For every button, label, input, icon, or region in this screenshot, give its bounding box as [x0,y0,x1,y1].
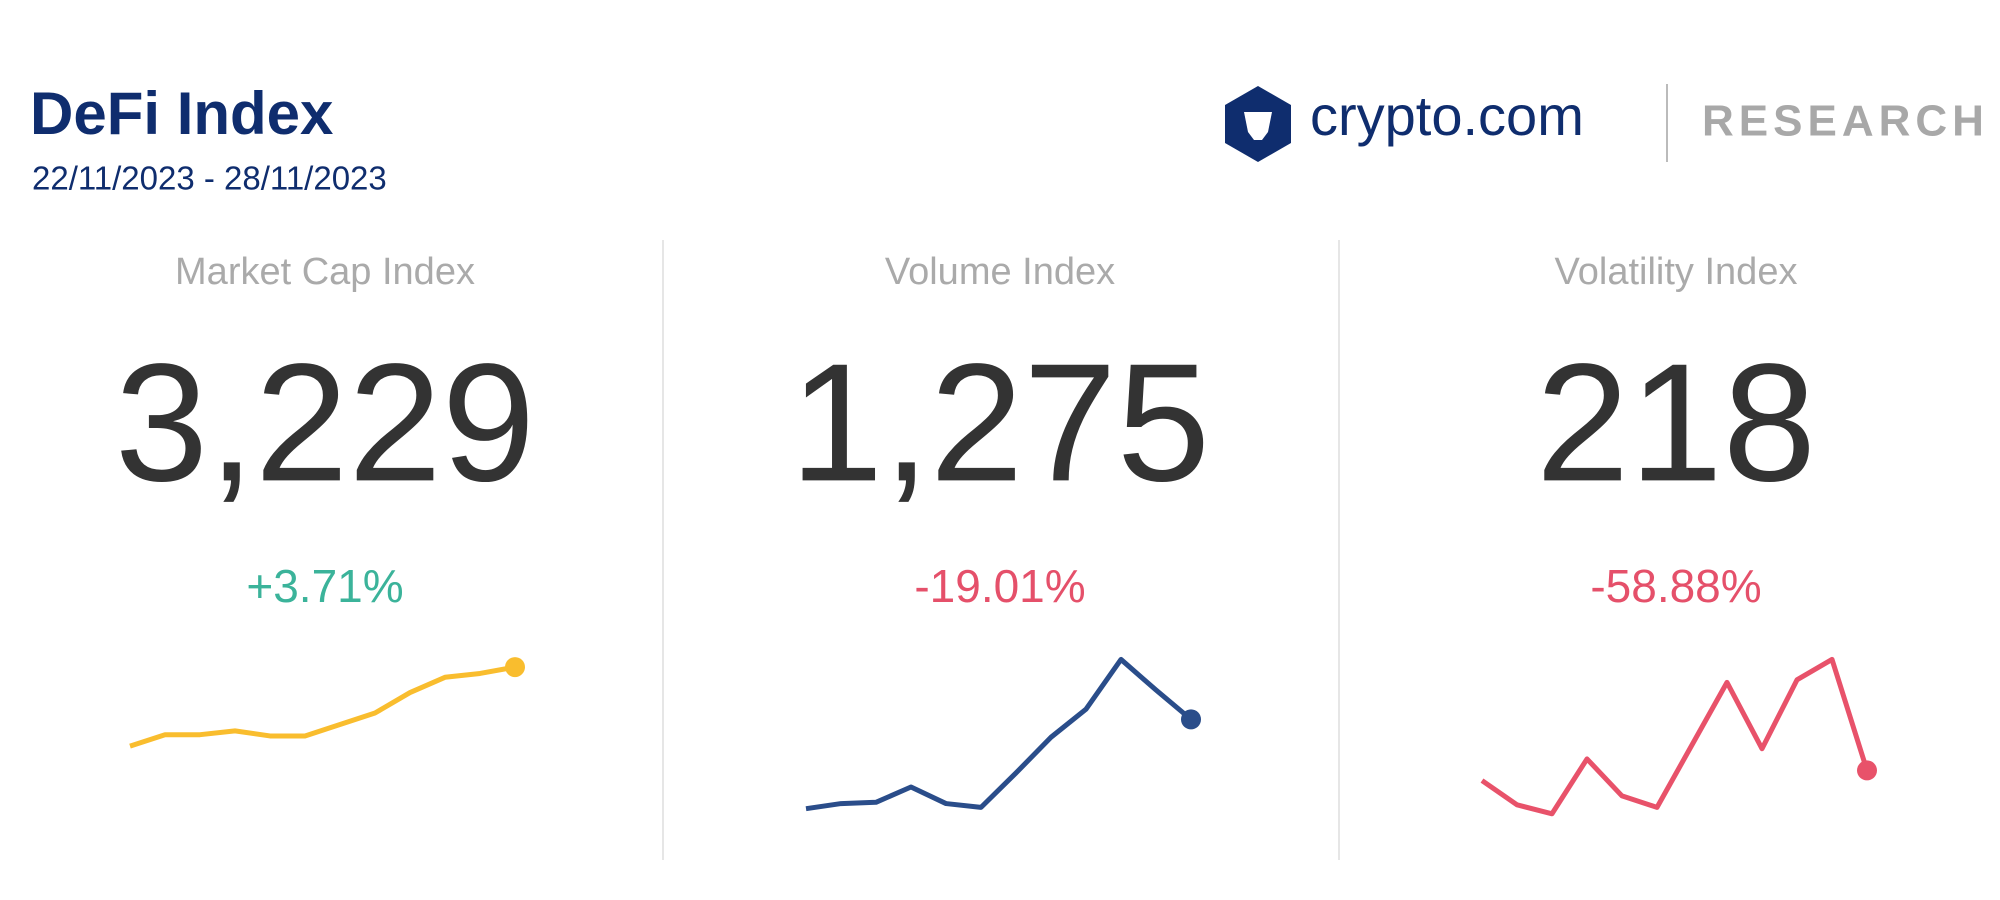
brand-logo: crypto.com RESEARCH [1225,84,1989,162]
change-label: -58.88% [1590,560,1761,612]
change-label: +3.71% [246,560,403,612]
title: DeFi Index [30,80,333,147]
brand-section: RESEARCH [1702,97,1989,146]
sparkline [1480,656,1870,817]
change-label: -19.01% [914,560,1085,612]
sparkline-end-dot [505,657,525,678]
index-value: 3,229 [115,328,535,516]
date-range: 22/11/2023 - 28/11/2023 [32,160,387,197]
sparkline-end-dot [1857,760,1877,781]
sparkline [129,664,516,749]
card-title: Market Cap Index [175,251,475,293]
logo-mark [1244,112,1272,140]
index-value: 218 [1536,328,1816,516]
card-title: Volatility Index [1555,251,1798,293]
sparkline-end-dot [1181,709,1201,730]
brand: crypto.com [1310,84,1584,147]
sparkline [805,656,1193,812]
card-title: Volume Index [885,251,1115,293]
index-value: 1,275 [790,328,1210,516]
